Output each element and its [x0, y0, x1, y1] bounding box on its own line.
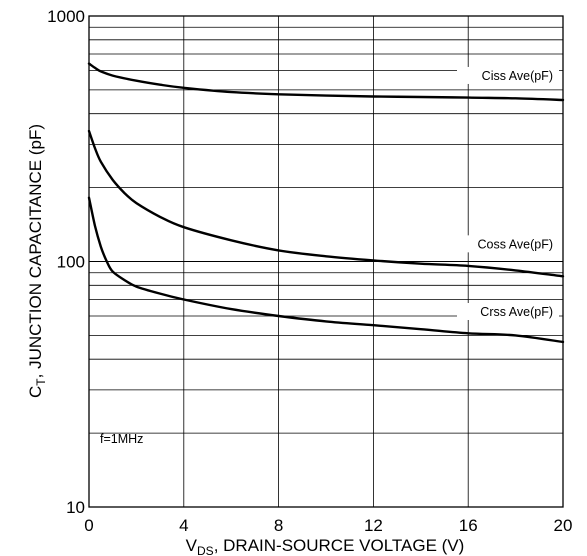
series-label: Crss Ave(pF) [480, 305, 553, 319]
x-tick-label: 20 [554, 516, 573, 535]
y-tick-label: 1000 [47, 7, 85, 26]
series-line [87, 62, 565, 102]
series-line [87, 196, 565, 344]
x-tick-label: 0 [84, 516, 93, 535]
y-tick-labels: 10 100 1000 [47, 7, 85, 517]
x-tick-label: 8 [274, 516, 283, 535]
y-tick-label: 10 [66, 498, 85, 517]
y-axis-title: CT, JUNCTION CAPACITANCE (pF) [26, 124, 48, 398]
plot-frame [88, 15, 564, 508]
series-labels: Ciss Ave(pF) Coss Ave(pF) Crss Ave(pF) [478, 69, 554, 319]
series-lines [87, 62, 565, 344]
x-tick-label: 4 [179, 516, 188, 535]
grid [88, 16, 564, 507]
series-label: Coss Ave(pF) [478, 237, 554, 251]
y-tick-label: 100 [57, 253, 85, 272]
x-tick-labels: 0 4 8 12 16 20 [84, 516, 572, 535]
series-line [87, 129, 565, 278]
series-label-box [457, 302, 559, 320]
series-label-box [457, 235, 559, 253]
x-tick-label: 16 [459, 516, 478, 535]
x-tick-label: 12 [364, 516, 383, 535]
series-label: Ciss Ave(pF) [482, 69, 553, 83]
series-label-box [457, 66, 559, 84]
x-axis-title: VDS, DRAIN-SOURCE VOLTAGE (V) [186, 536, 465, 556]
frequency-annotation: f=1MHz [100, 432, 143, 446]
series-label-boxes [457, 66, 559, 320]
